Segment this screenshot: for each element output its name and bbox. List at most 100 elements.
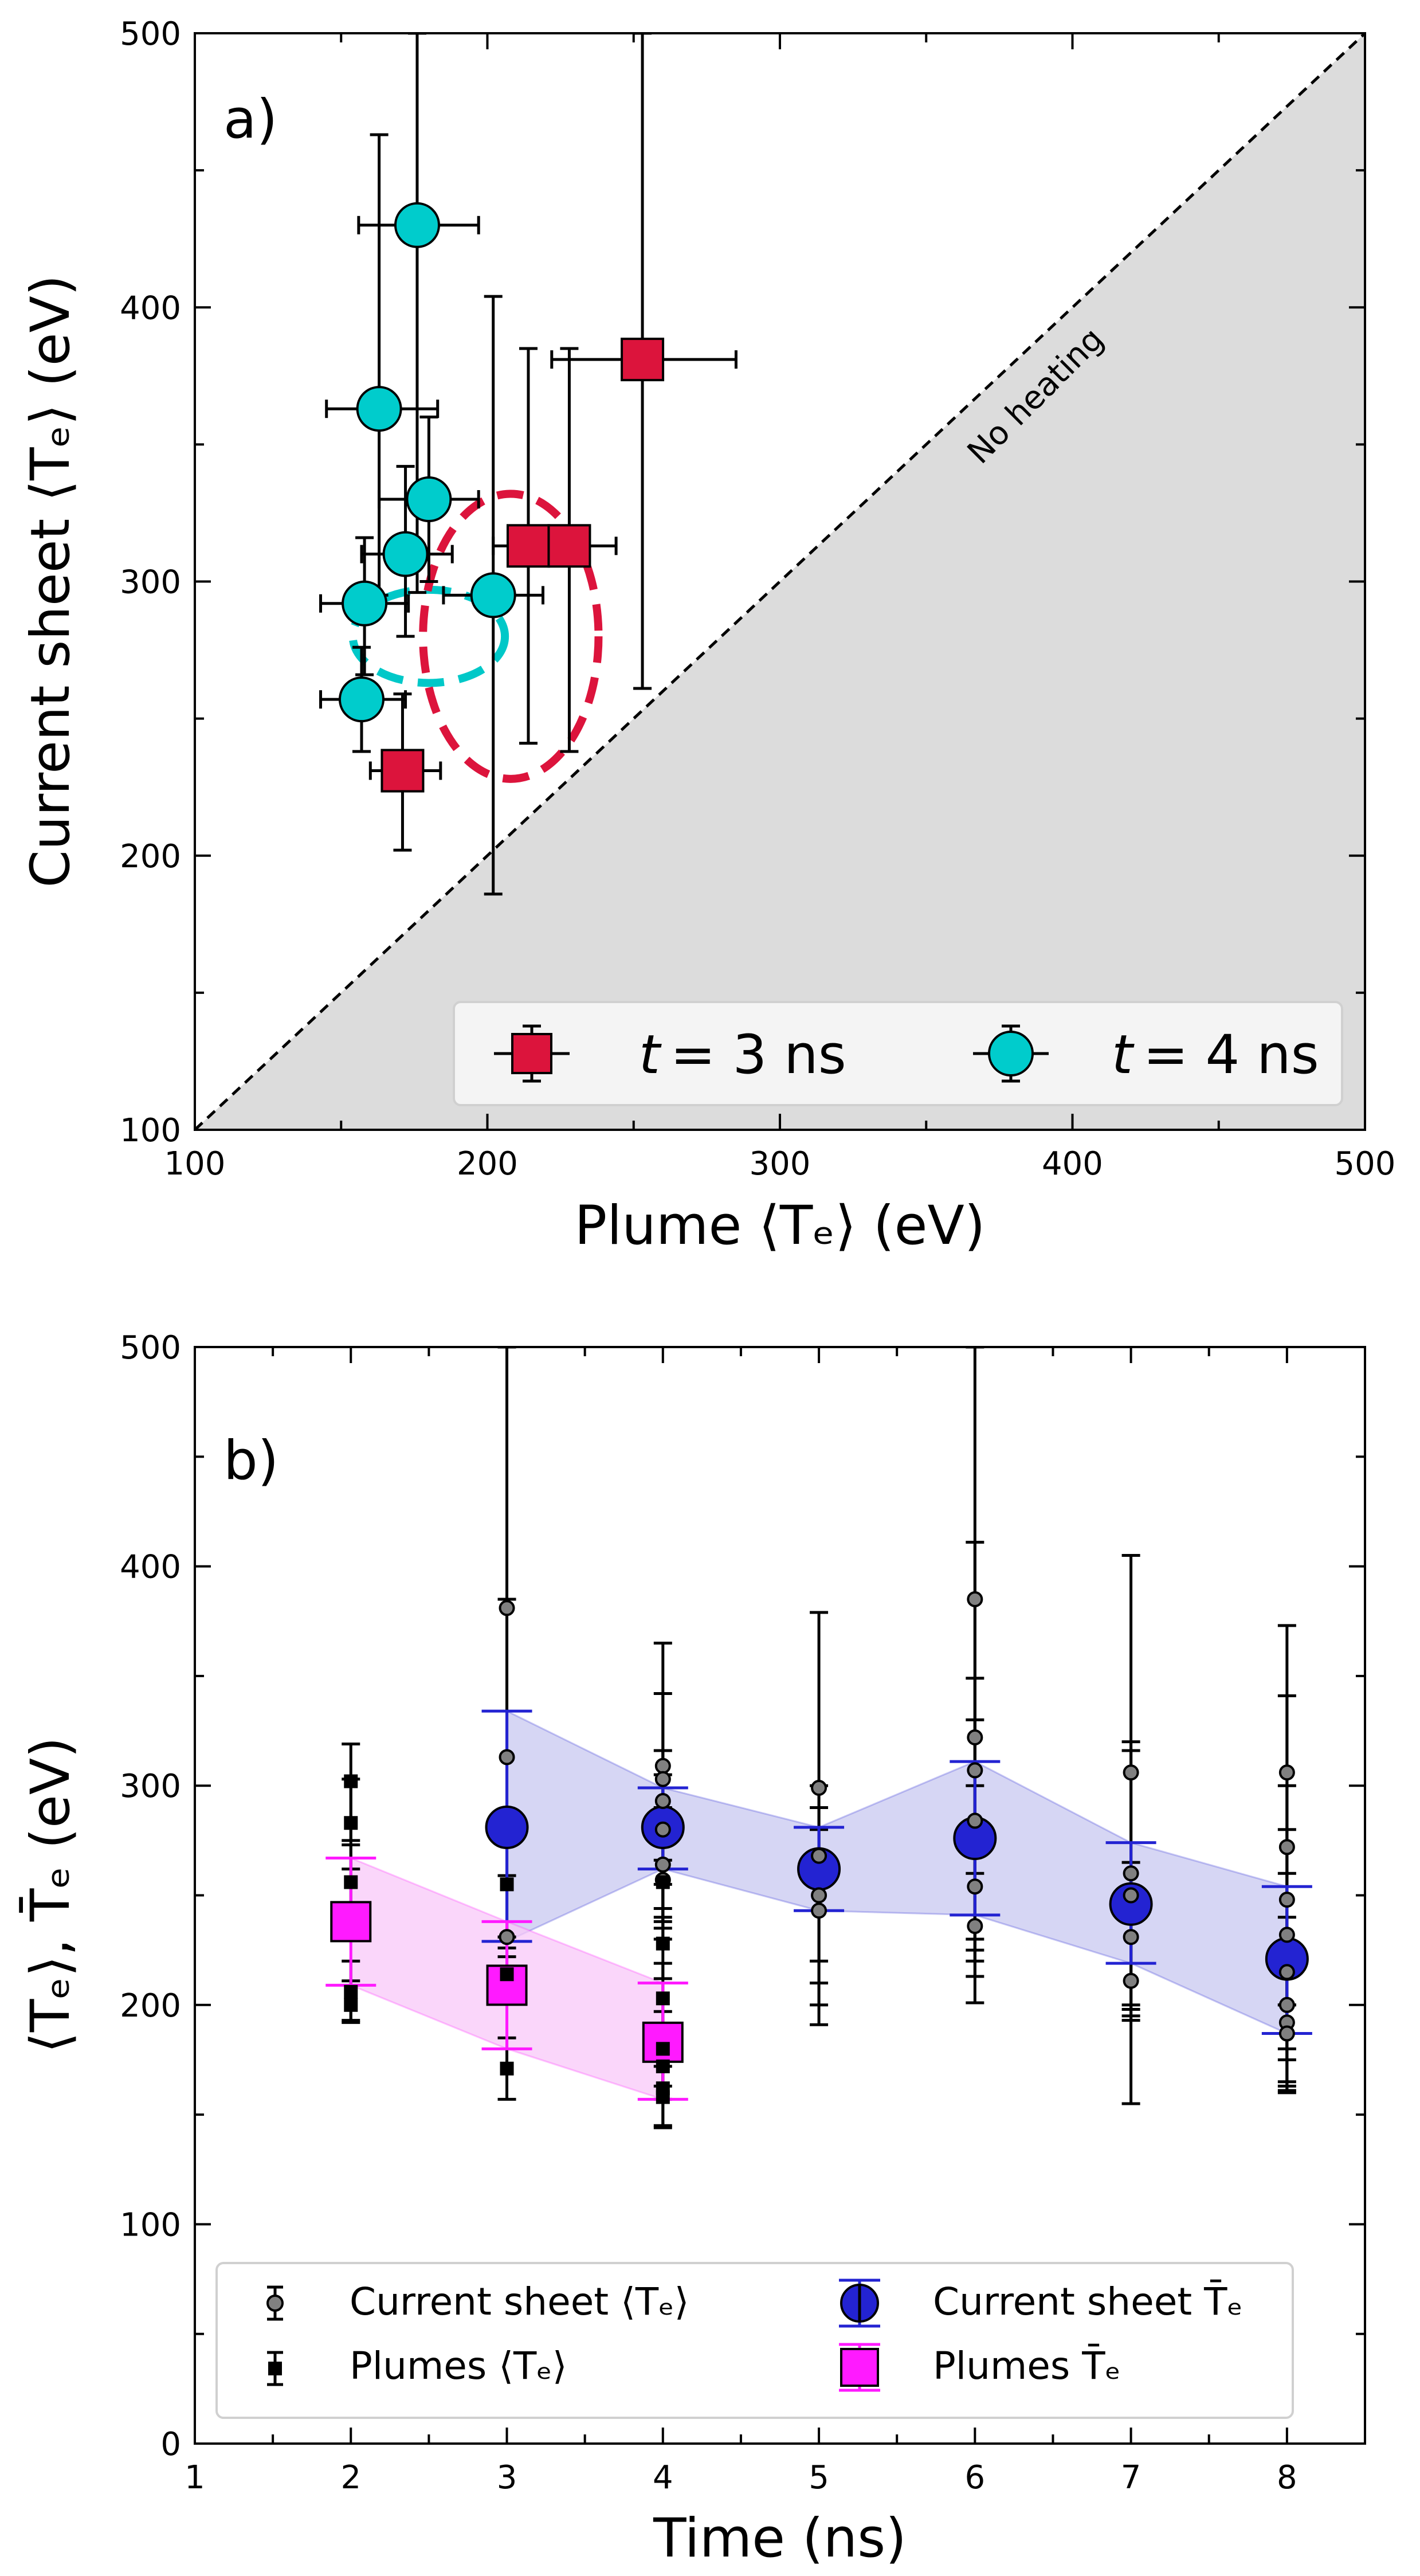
legend-marker-current-sheet-te (266, 2285, 284, 2321)
current-sheet-marker-4 (654, 1771, 671, 1787)
panel-a: No heating 100 200 300 400 50010020030040050… (19, 15, 1395, 1257)
current-sheet-marker-12 (811, 1902, 827, 1919)
current-sheet-marker-23 (1123, 1972, 1139, 1989)
plumes-marker-14 (656, 2090, 670, 2104)
current-sheet-mean-marker-0 (485, 1805, 529, 1849)
y-tick-label-4: 400 (120, 1549, 181, 1586)
x-tick-label-1: 2 (340, 2459, 361, 2496)
plumes-marker-8 (656, 1875, 670, 1889)
axes-frame (194, 1346, 1366, 2445)
plumes-marker-4 (344, 1998, 358, 2012)
legend-box (215, 2262, 1294, 2419)
x-tick-label-4: 5 (809, 2459, 829, 2496)
y-tick-label-1: 100 (120, 2206, 181, 2244)
current-sheet-marker-11 (811, 1887, 827, 1904)
legend-label-t3: t = 3 ns (639, 1024, 846, 1086)
current-sheet-marker-31 (1278, 2025, 1295, 2042)
current-sheet-marker-16 (967, 1812, 983, 1829)
y-tick-label-4: 500 (120, 15, 181, 53)
plumes-marker-6 (500, 1967, 514, 1982)
x-tick-label-1: 200 (457, 1145, 518, 1183)
marker-t3-point-3 (621, 338, 665, 382)
marker-t3-point-0 (381, 749, 425, 793)
current-sheet-marker-9 (811, 1780, 827, 1796)
legend: Current sheet ⟨Tₑ⟩ Plumes ⟨Tₑ⟩ Current s… (215, 2262, 1294, 2419)
legend-marker-plumes-te (267, 2351, 283, 2386)
marker-t3-point-2 (547, 524, 591, 568)
x-tick-label-7: 8 (1277, 2459, 1297, 2496)
current-sheet-marker-18 (967, 1918, 983, 1935)
current-sheet-marker-25 (1278, 1839, 1295, 1855)
current-sheet-marker-13 (967, 1591, 983, 1607)
current-sheet-marker-21 (1123, 1887, 1139, 1904)
x-tick-label-3: 400 (1042, 1145, 1103, 1183)
current-sheet-marker-3 (654, 1757, 671, 1774)
y-tick-label-5: 500 (120, 1329, 181, 1367)
current-sheet-marker-14 (967, 1729, 983, 1746)
legend-marker-current-sheet-mean (839, 2279, 880, 2328)
markers (330, 1591, 1309, 2104)
current-sheet-marker-0 (499, 1600, 515, 1616)
x-tick-label-4: 500 (1335, 1145, 1396, 1183)
marker-t4-point-5 (470, 572, 516, 618)
panel-b: 1 2 3 4 5 6 7 8 0 100 200 300 400 500 b) Time (ns) ⟨T… (18, 1329, 1366, 2570)
x-tick-label-0: 100 (164, 1145, 226, 1183)
current-sheet-marker-29 (1278, 1996, 1295, 2013)
legend-marker-t3 (494, 1024, 570, 1083)
plumes-marker-10 (656, 1991, 670, 2006)
marker-t4-point-6 (338, 676, 385, 723)
current-sheet-marker-28 (1278, 1964, 1295, 1980)
legend-box (453, 1001, 1343, 1106)
current-sheet-marker-20 (1123, 1865, 1139, 1882)
current-sheet-marker-1 (499, 1749, 515, 1765)
x-axis-label: Time (ns) (653, 2507, 907, 2570)
plumes-marker-0 (344, 1774, 358, 1788)
legend-label-plumes-te: Plumes ⟨Tₑ⟩ (350, 2344, 567, 2388)
current-sheet-marker-15 (967, 1762, 983, 1779)
plumes-marker-7 (500, 2061, 514, 2076)
x-tick-label-0: 1 (185, 2459, 205, 2496)
y-tick-label-0: 0 (160, 2426, 181, 2463)
plumes-marker-1 (344, 1816, 358, 1830)
current-sheet-marker-7 (654, 1856, 671, 1873)
y-tick-label-1: 200 (120, 838, 181, 875)
current-sheet-marker-27 (1278, 1927, 1295, 1943)
markers (338, 202, 665, 793)
current-sheet-marker-2 (499, 1929, 515, 1945)
x-tick-label-3: 4 (653, 2459, 673, 2496)
diagonal-line (194, 32, 1366, 1131)
marker-t4-point-1 (356, 386, 402, 432)
current-sheet-mean-marker-4 (1109, 1882, 1153, 1926)
tick-labels: 100 200 300 400 500 100 200 300 400 500 (120, 15, 1395, 1183)
current-sheet-marker-10 (811, 1847, 827, 1864)
axes-frame (194, 32, 1366, 1131)
y-tick-label-3: 300 (120, 1768, 181, 1805)
plumes-marker-2 (344, 1875, 358, 1889)
current-sheet-marker-6 (654, 1821, 671, 1838)
no-heating-line (194, 32, 1366, 1131)
highlight-ellipses (348, 490, 603, 783)
marker-t4-point-2 (406, 476, 452, 523)
legend-label-plumes-mean: Plumes T̄ₑ (933, 2344, 1121, 2388)
y-tick-label-2: 300 (120, 564, 181, 601)
x-tick-label-2: 3 (497, 2459, 517, 2496)
tick-labels: 1 2 3 4 5 6 7 8 0 100 200 300 400 500 (120, 1329, 1297, 2496)
legend-label-current-sheet-mean: Current sheet T̄ₑ (933, 2280, 1243, 2324)
y-axis-label: Current sheet ⟨Tₑ⟩ (eV) (19, 275, 82, 887)
y-axis-label: ⟨Tₑ⟩, T̄ₑ (eV) (18, 1737, 82, 2053)
legend: t = 3 ns t = 4 ns (453, 1001, 1343, 1106)
plumes-marker-12 (656, 2059, 670, 2073)
highlight-ellipse-1 (419, 490, 603, 783)
plumes-marker-9 (656, 1936, 670, 1951)
current-sheet-marker-24 (1278, 1764, 1295, 1781)
x-tick-label-5: 6 (965, 2459, 986, 2496)
legend-marker-t4 (973, 1024, 1049, 1083)
plumes-marker-5 (500, 1877, 514, 1892)
current-sheet-marker-22 (1123, 1929, 1139, 1945)
x-axis-label: Plume ⟨Tₑ⟩ (eV) (575, 1195, 986, 1257)
marker-t4-point-4 (342, 580, 388, 627)
plumes-marker-11 (656, 2042, 670, 2056)
y-tick-label-2: 200 (120, 1987, 181, 2025)
legend-marker-plumes-mean (839, 2343, 880, 2392)
